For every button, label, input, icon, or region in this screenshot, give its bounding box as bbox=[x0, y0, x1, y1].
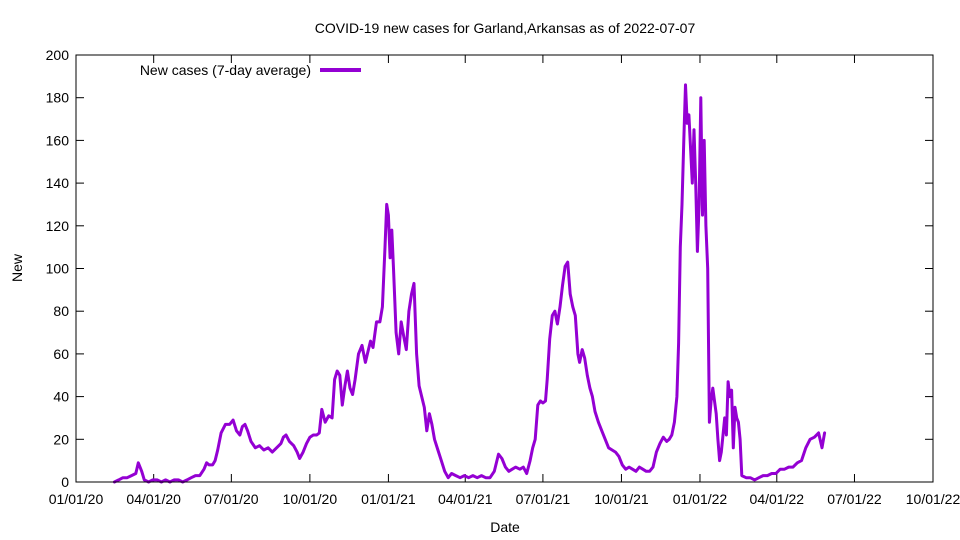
axis-ticks bbox=[75, 54, 934, 483]
x-tick-label: 07/01/20 bbox=[204, 491, 259, 507]
x-tick-label: 10/01/22 bbox=[906, 491, 960, 507]
x-tick-labels: 01/01/20 04/01/20 07/01/20 10/01/20 01/01/21… bbox=[49, 491, 960, 507]
chart-title: COVID-19 new cases for Garland,Arkansas … bbox=[315, 20, 696, 36]
y-tick-label: 40 bbox=[53, 389, 69, 405]
x-tick-label: 07/01/22 bbox=[827, 491, 882, 507]
x-tick-label: 10/01/20 bbox=[283, 491, 338, 507]
legend: New cases (7-day average) bbox=[140, 62, 361, 78]
y-tick-label: 160 bbox=[46, 132, 70, 148]
x-axis-title: Date bbox=[490, 519, 520, 535]
x-tick-label: 04/01/22 bbox=[750, 491, 805, 507]
y-tick-label: 0 bbox=[61, 474, 69, 490]
y-tick-label: 140 bbox=[46, 175, 70, 191]
legend-label: New cases (7-day average) bbox=[140, 62, 311, 78]
x-tick-label: 07/01/21 bbox=[516, 491, 571, 507]
x-tick-label: 04/01/21 bbox=[438, 491, 493, 507]
x-tick-label: 01/01/22 bbox=[673, 491, 728, 507]
x-tick-label: 01/01/21 bbox=[361, 491, 416, 507]
x-tick-label: 10/01/21 bbox=[594, 491, 649, 507]
y-axis-title: New bbox=[9, 253, 25, 282]
y-tick-label: 120 bbox=[46, 218, 70, 234]
plot-area-frame bbox=[75, 54, 934, 483]
x-tick-label: 01/01/20 bbox=[49, 491, 104, 507]
series-line-new-cases bbox=[112, 83, 827, 484]
x-tick-label: 04/01/20 bbox=[126, 491, 181, 507]
y-tick-label: 20 bbox=[53, 431, 69, 447]
y-tick-label: 80 bbox=[53, 303, 69, 319]
y-tick-label: 60 bbox=[53, 346, 69, 362]
y-tick-label: 100 bbox=[46, 261, 70, 277]
y-tick-labels: 0 20 40 60 80 100 120 140 160 180 200 bbox=[46, 47, 70, 490]
y-tick-label: 180 bbox=[46, 90, 70, 106]
y-tick-label: 200 bbox=[46, 47, 70, 63]
